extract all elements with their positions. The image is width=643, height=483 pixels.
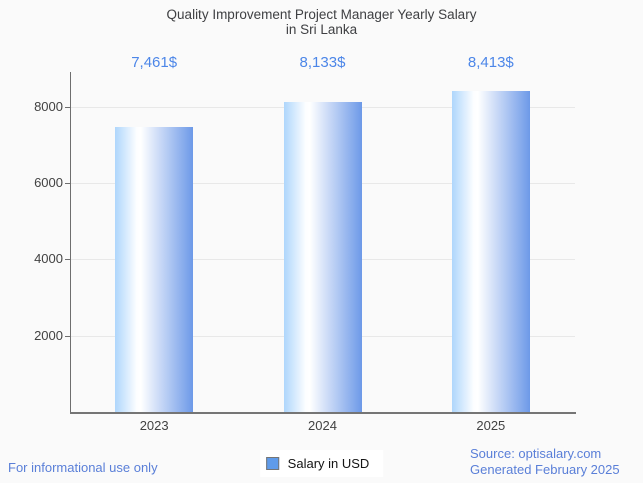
y-axis-line	[70, 72, 71, 412]
y-tick-label: 2000	[34, 327, 63, 343]
y-tick-label: 4000	[34, 251, 63, 267]
x-tick-label: 2023	[139, 418, 169, 433]
y-axis-tick	[65, 259, 70, 261]
generated-date: Generated February 2025	[470, 462, 620, 477]
chart-title-line2: in Sri Lanka	[285, 22, 358, 37]
bar-value-label: 7,461$	[131, 54, 178, 71]
bar-value-label: 8,133$	[299, 54, 346, 71]
bar-2024	[283, 101, 362, 412]
legend-label: Salary in USD	[287, 456, 370, 471]
x-axis-line	[70, 412, 576, 414]
legend-swatch-icon	[265, 457, 279, 470]
x-tick-label: 2024	[308, 418, 337, 433]
y-axis-tick	[65, 106, 70, 108]
x-tick-label: 2025	[476, 418, 506, 433]
y-tick-label: 8000	[34, 98, 63, 114]
bar-2023	[115, 127, 194, 412]
source-block: Source: optisalary.com Generated Februar…	[470, 446, 620, 478]
source-link[interactable]: Source: optisalary.com	[470, 446, 602, 461]
chart-title: Quality Improvement Project Manager Year…	[0, 7, 643, 37]
chart-title-line1: Quality Improvement Project Manager Year…	[166, 7, 477, 22]
y-axis-tick	[65, 335, 70, 337]
bar-value-label: 8,413$	[467, 54, 514, 71]
disclaimer-text: For informational use only	[8, 460, 158, 475]
y-axis-tick	[65, 183, 70, 185]
y-tick-label: 6000	[34, 175, 63, 191]
legend: Salary in USD	[259, 450, 384, 477]
plot-area	[65, 72, 576, 414]
bar-2025	[451, 90, 530, 412]
